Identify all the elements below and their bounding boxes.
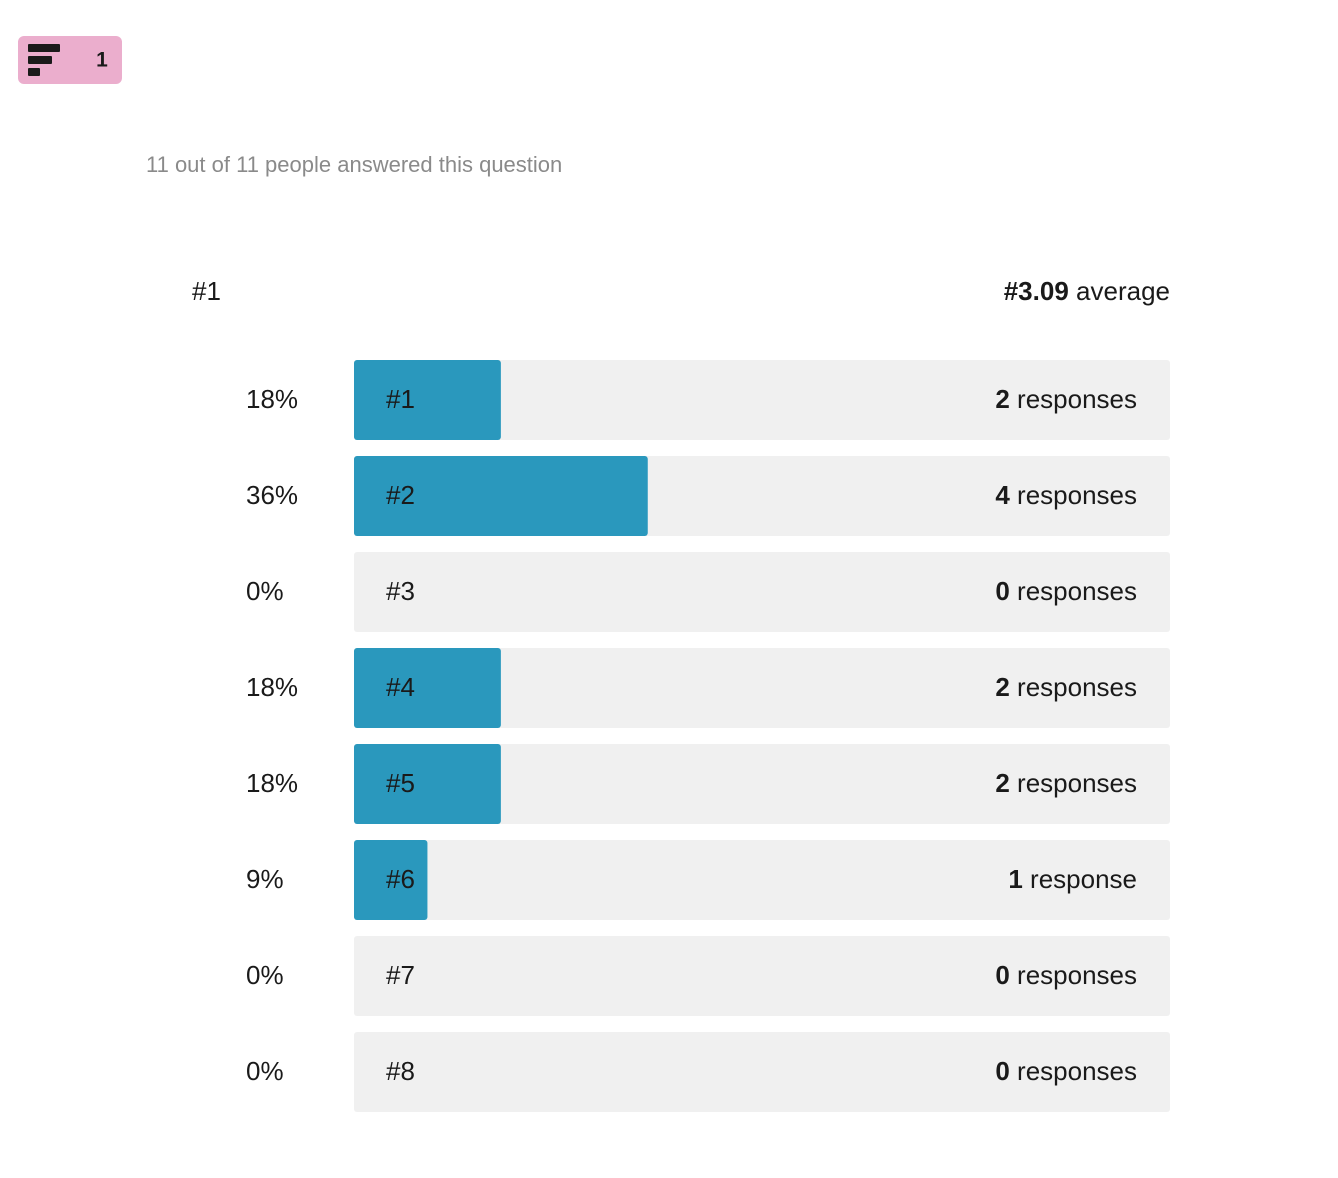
response-count: 2 responses <box>995 384 1137 414</box>
option-label: #7 <box>386 960 415 990</box>
bar-track <box>354 1032 1170 1112</box>
chart-title: #1 <box>192 276 221 306</box>
response-count: 2 responses <box>995 768 1137 798</box>
count-value: 2 <box>995 672 1009 702</box>
response-count: 0 responses <box>995 960 1137 990</box>
option-label: #3 <box>386 576 415 606</box>
bar-track <box>354 744 1170 824</box>
bar-track <box>354 840 1170 920</box>
bar <box>354 648 501 728</box>
count-value: 0 <box>995 1056 1009 1086</box>
option-label: #1 <box>386 384 415 414</box>
count-unit: responses <box>1017 672 1137 702</box>
count-unit: responses <box>1017 480 1137 510</box>
percent-label: 0% <box>246 960 284 990</box>
badge-icon <box>28 68 40 76</box>
count-unit: responses <box>1017 768 1137 798</box>
summary: 11 out of 11 people answered this questi… <box>146 152 562 177</box>
bar-track <box>354 552 1170 632</box>
bar-track <box>354 936 1170 1016</box>
count-unit: responses <box>1017 384 1137 414</box>
bar-track <box>354 648 1170 728</box>
count-unit: responses <box>1017 1056 1137 1086</box>
average-value: #3.09 <box>1004 276 1069 306</box>
count-value: 0 <box>995 576 1009 606</box>
bar <box>354 360 501 440</box>
count-unit: responses <box>1017 960 1137 990</box>
count-value: 4 <box>995 480 1010 510</box>
bar-track <box>354 360 1170 440</box>
response-count: 2 responses <box>995 672 1137 702</box>
bar <box>354 456 648 536</box>
option-label: #6 <box>386 864 415 894</box>
count-value: 2 <box>995 768 1009 798</box>
percent-label: 9% <box>246 864 284 894</box>
badge-icon <box>28 56 52 64</box>
percent-label: 18% <box>246 672 298 702</box>
option-label: #4 <box>386 672 415 702</box>
count-value: 2 <box>995 384 1009 414</box>
option-label: #5 <box>386 768 415 798</box>
count-value: 1 <box>1008 864 1022 894</box>
response-count: 1 response <box>1008 864 1137 894</box>
average: #3.09 average <box>1004 276 1170 306</box>
percent-label: 0% <box>246 576 284 606</box>
percent-label: 0% <box>246 1056 284 1086</box>
count-value: 0 <box>995 960 1009 990</box>
count-unit: responses <box>1017 576 1137 606</box>
badge-icon <box>28 44 60 52</box>
percent-label: 36% <box>246 480 298 510</box>
percent-label: 18% <box>246 384 298 414</box>
count-unit: response <box>1030 864 1137 894</box>
response-count: 0 responses <box>995 1056 1137 1086</box>
bar <box>354 744 501 824</box>
response-count: 0 responses <box>995 576 1137 606</box>
bar <box>354 840 428 920</box>
option-label: #8 <box>386 1056 415 1086</box>
badge-number: 1 <box>96 49 108 72</box>
percent-label: 18% <box>246 768 298 798</box>
option-label: #2 <box>386 480 415 510</box>
average-label: average <box>1076 276 1170 306</box>
response-count: 4 responses <box>995 480 1137 510</box>
question-badge: 1 <box>18 36 122 84</box>
